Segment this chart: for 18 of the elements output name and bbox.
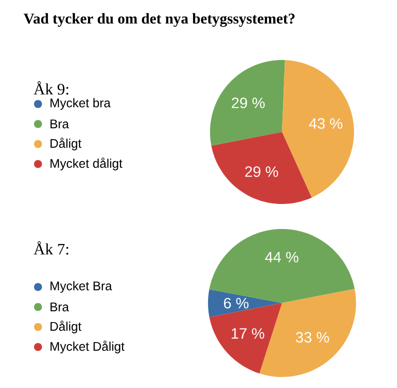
legend-label: Bra bbox=[50, 120, 69, 128]
legend-label: Mycket bra bbox=[50, 98, 111, 110]
data-label: 17 % bbox=[232, 328, 264, 339]
legend-title: Åk 7: bbox=[34, 241, 68, 255]
legend-label: Mycket Bra bbox=[50, 281, 112, 293]
legend-label: Bra bbox=[50, 302, 69, 312]
legend-label: Mycket dåligt bbox=[50, 158, 122, 170]
legend-label: Mycket Dåligt bbox=[50, 340, 124, 354]
chart-title: Vad tycker du om det nya betygssystemet? bbox=[24, 13, 295, 27]
data-label: 33 % bbox=[296, 332, 329, 343]
data-label: 43 % bbox=[309, 118, 342, 129]
data-label: 29 % bbox=[245, 166, 278, 177]
legend-title: Åk 9: bbox=[34, 81, 68, 95]
legend-label: Dåligt bbox=[50, 320, 82, 334]
legend-label: Dåligt bbox=[50, 138, 82, 150]
data-label: 44 % bbox=[265, 252, 298, 262]
data-label: 6 % bbox=[224, 298, 248, 308]
data-label: 29 % bbox=[232, 98, 265, 108]
